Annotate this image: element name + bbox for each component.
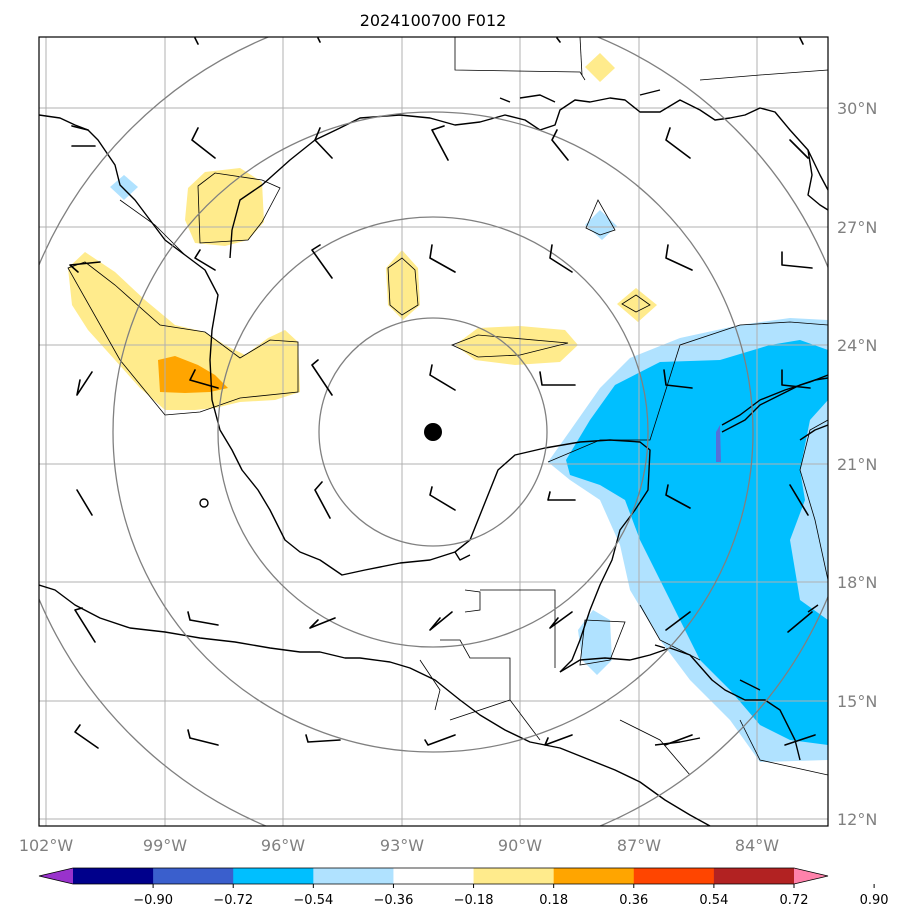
- colorbar-segment: [553, 868, 635, 884]
- negative-anomaly-patch: [585, 210, 617, 240]
- colorbar-tick-label: 0.90: [860, 893, 889, 908]
- lon-label-93: 93°W: [380, 836, 424, 855]
- lat-label-30: 30°N: [837, 99, 877, 118]
- colorbar-segment: [713, 868, 795, 884]
- colorbar-tick-label: −0.36: [374, 893, 414, 908]
- colorbar-tick-label: −0.90: [133, 893, 173, 908]
- lat-labels: 12°N 15°N 18°N 21°N 24°N 27°N 30°N: [837, 99, 877, 829]
- lat-label-18: 18°N: [837, 573, 877, 592]
- positive-anomaly-yellow: [585, 53, 615, 82]
- colorbar-tick-label: −0.54: [293, 893, 333, 908]
- colorbar-segment: [473, 868, 555, 884]
- colorbar-tick-label: −0.72: [213, 893, 253, 908]
- lon-label-102: 102°W: [19, 836, 74, 855]
- lat-label-21: 21°N: [837, 455, 877, 474]
- map-area: [39, 37, 828, 826]
- negative-anomaly-patch: [716, 425, 721, 462]
- lon-label-96: 96°W: [261, 836, 305, 855]
- colorbar-segment: [393, 868, 475, 884]
- colorbar-outline: [38, 867, 829, 885]
- lon-label-87: 87°W: [617, 836, 661, 855]
- colorbar-segment: [73, 868, 154, 884]
- positive-anomaly-yellow: [68, 252, 300, 410]
- lon-label-84: 84°W: [735, 836, 779, 855]
- colorbar-ticks: −0.90 −0.72 −0.54 −0.36 −0.18 0.18 0.36 0.54 0.7…: [133, 884, 889, 908]
- colorbar-tick-label: 0.72: [780, 893, 809, 908]
- lat-label-15: 15°N: [837, 692, 877, 711]
- colorbar-extend-min: [39, 868, 73, 884]
- range-rings: [39, 37, 828, 826]
- colorbar-tick-label: −0.18: [454, 893, 494, 908]
- lon-label-99: 99°W: [143, 836, 187, 855]
- graticule: [39, 37, 828, 826]
- colorbar-tick-label: 0.36: [619, 893, 648, 908]
- map-title: 2024100700 F012: [360, 11, 507, 30]
- colorbar-tick-label: 0.18: [539, 893, 568, 908]
- colorbar-segment: [233, 868, 314, 884]
- colorbar-tick-label: 0.54: [699, 893, 728, 908]
- coastlines: [39, 89, 828, 826]
- lat-label-12: 12°N: [837, 810, 877, 829]
- lon-labels: 102°W 99°W 96°W 93°W 90°W 87°W 84°W: [19, 836, 779, 855]
- storm-center-marker: [424, 423, 442, 441]
- lon-label-90: 90°W: [498, 836, 542, 855]
- calm-wind-marker: [199, 498, 209, 508]
- negative-anomaly-patch: [110, 175, 138, 200]
- colorbar-segments: [38, 867, 829, 885]
- borders: [119, 37, 828, 776]
- colorbar-segment: [313, 868, 394, 884]
- positive-anomaly-yellow: [386, 250, 420, 320]
- wind-barbs: [69, 37, 816, 749]
- positive-anomaly-yellow: [617, 288, 657, 322]
- map-frame: [38, 36, 829, 827]
- colorbar: −0.90 −0.72 −0.54 −0.36 −0.18 0.18 0.36 0.54 0.7…: [38, 867, 889, 908]
- lat-label-27: 27°N: [837, 218, 877, 237]
- lat-label-24: 24°N: [837, 336, 877, 355]
- colorbar-segment: [633, 868, 715, 884]
- colorbar-extend-max: [794, 868, 828, 884]
- colorbar-segment: [153, 868, 234, 884]
